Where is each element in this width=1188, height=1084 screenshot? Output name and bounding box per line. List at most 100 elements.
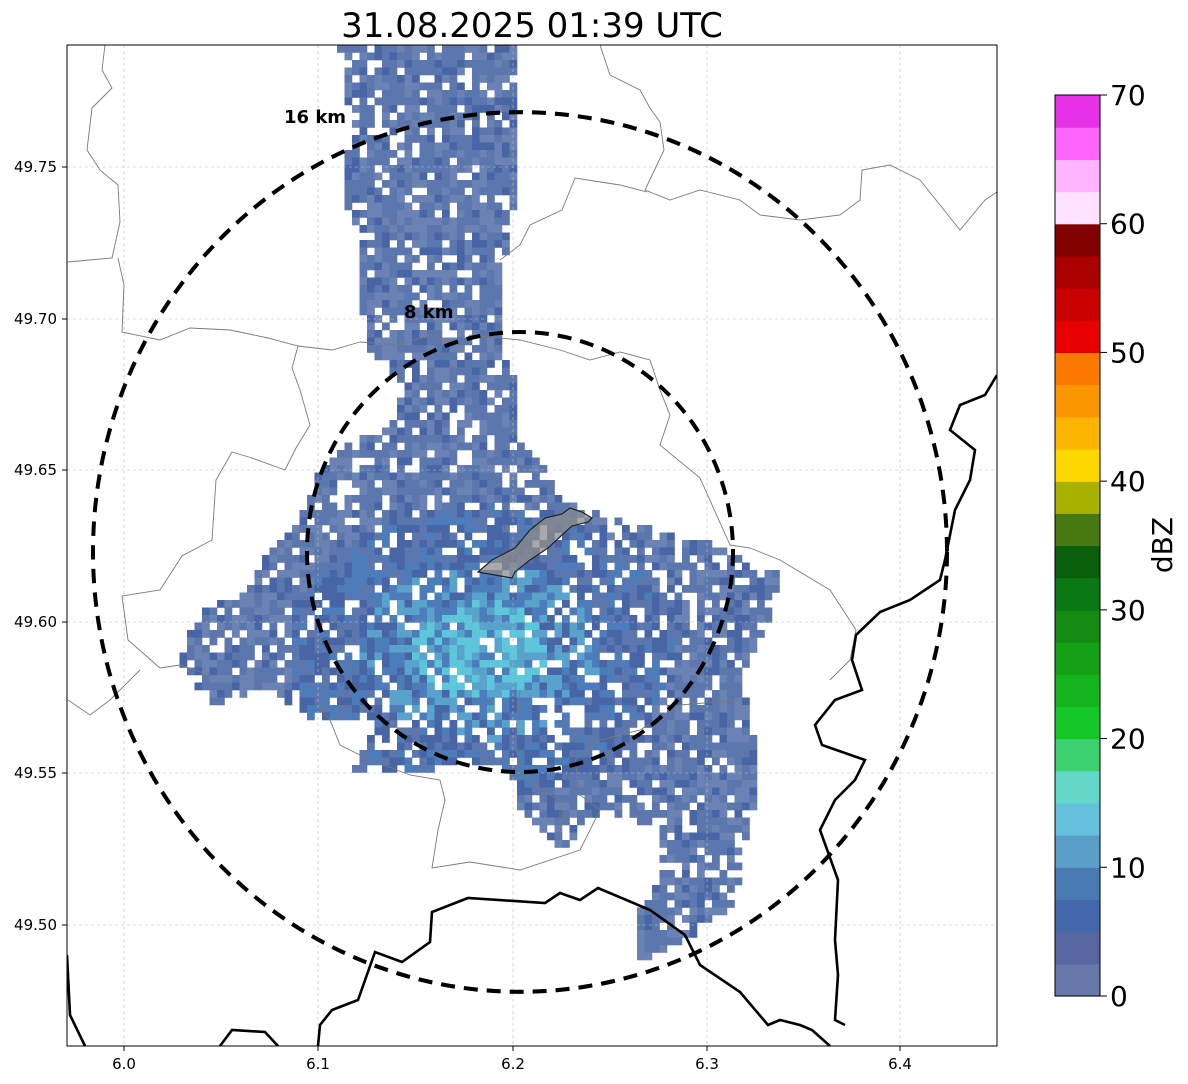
echo-pixel <box>479 480 488 488</box>
echo-pixel <box>547 585 555 593</box>
echo-pixel <box>397 172 405 181</box>
echo-pixel <box>479 262 488 271</box>
echo-pixel <box>524 802 533 811</box>
echo-pixel <box>524 600 533 608</box>
echo-pixel <box>419 667 428 676</box>
echo-pixel <box>277 615 285 623</box>
echo-pixel <box>494 277 503 286</box>
echo-pixel <box>389 105 398 113</box>
echo-pixel <box>397 675 405 683</box>
echo-pixel <box>637 735 645 743</box>
echo-pixel <box>599 742 608 751</box>
echo-pixel <box>269 600 278 608</box>
echo-pixel <box>517 510 525 518</box>
echo-pixel <box>352 150 360 158</box>
echo-pixel <box>539 630 548 638</box>
echo-pixel <box>367 90 375 98</box>
echo-pixel <box>449 345 458 353</box>
echo-pixel <box>547 832 555 841</box>
echo-pixel <box>397 247 405 256</box>
echo-pixel <box>764 570 773 578</box>
colorbar-swatch <box>1055 706 1100 740</box>
echo-pixel <box>509 420 518 428</box>
echo-pixel <box>299 652 308 661</box>
echo-pixel <box>547 772 555 781</box>
echo-pixel <box>584 810 593 818</box>
echo-pixel <box>442 420 450 428</box>
echo-pixel <box>352 660 360 668</box>
echo-pixel <box>457 615 465 623</box>
echo-pixel <box>734 600 743 608</box>
echo-pixel <box>404 217 413 226</box>
echo-pixel <box>449 135 458 143</box>
echo-pixel <box>554 495 563 503</box>
echo-pixel <box>404 112 413 121</box>
echo-pixel <box>187 630 195 638</box>
echo-pixel <box>607 645 615 653</box>
echo-pixel <box>509 450 518 458</box>
echo-pixel <box>712 577 720 586</box>
echo-pixel <box>374 682 383 691</box>
echo-pixel <box>359 270 368 278</box>
echo-pixel <box>719 870 728 878</box>
echo-pixel <box>382 300 390 308</box>
echo-pixel <box>389 225 398 233</box>
echo-pixel <box>322 712 330 721</box>
echo-pixel <box>404 405 413 413</box>
echo-pixel <box>562 810 570 818</box>
echo-pixel <box>592 667 600 676</box>
echo-pixel <box>247 637 255 646</box>
echo-pixel <box>389 300 398 308</box>
echo-pixel <box>487 352 495 361</box>
echo-pixel <box>644 600 653 608</box>
echo-pixel <box>382 607 390 616</box>
echo-pixel <box>539 817 548 826</box>
echo-pixel <box>397 705 405 713</box>
echo-pixel <box>704 570 713 578</box>
echo-pixel <box>299 547 308 556</box>
echo-pixel <box>434 105 443 113</box>
echo-pixel <box>449 105 458 113</box>
echo-pixel <box>397 682 405 691</box>
echo-pixel <box>494 225 503 233</box>
echo-pixel <box>719 547 728 556</box>
echo-pixel <box>472 360 480 368</box>
echo-pixel <box>749 630 758 638</box>
echo-pixel <box>689 682 698 691</box>
echo-pixel <box>427 60 435 68</box>
echo-pixel <box>412 540 420 548</box>
echo-pixel <box>682 720 690 728</box>
echo-pixel <box>367 630 375 638</box>
echo-pixel <box>704 675 713 683</box>
echo-pixel <box>614 630 623 638</box>
echo-pixel <box>374 622 383 631</box>
echo-pixel <box>292 622 300 631</box>
echo-pixel <box>727 727 735 736</box>
echo-pixel <box>442 232 450 241</box>
echo-pixel <box>389 667 398 676</box>
echo-pixel <box>434 367 443 376</box>
echo-pixel <box>389 285 398 293</box>
echo-pixel <box>322 480 330 488</box>
echo-pixel <box>374 225 383 233</box>
echo-pixel <box>749 787 758 796</box>
colorbar-tick-label: 40 <box>1110 465 1146 498</box>
echo-pixel <box>337 622 345 631</box>
echo-pixel <box>652 892 660 901</box>
echo-pixel <box>374 487 383 496</box>
echo-pixel <box>262 637 270 646</box>
echo-pixel <box>674 727 683 736</box>
echo-pixel <box>307 690 315 698</box>
echo-pixel <box>577 577 585 586</box>
echo-pixel <box>404 697 413 706</box>
echo-pixel <box>412 697 420 706</box>
echo-pixel <box>314 547 323 556</box>
echo-pixel <box>622 637 630 646</box>
echo-pixel <box>397 712 405 721</box>
echo-pixel <box>427 277 435 286</box>
echo-pixel <box>727 712 735 721</box>
echo-pixel <box>614 562 623 571</box>
echo-pixel <box>464 157 473 166</box>
echo-pixel <box>712 727 720 736</box>
echo-pixel <box>682 757 690 766</box>
